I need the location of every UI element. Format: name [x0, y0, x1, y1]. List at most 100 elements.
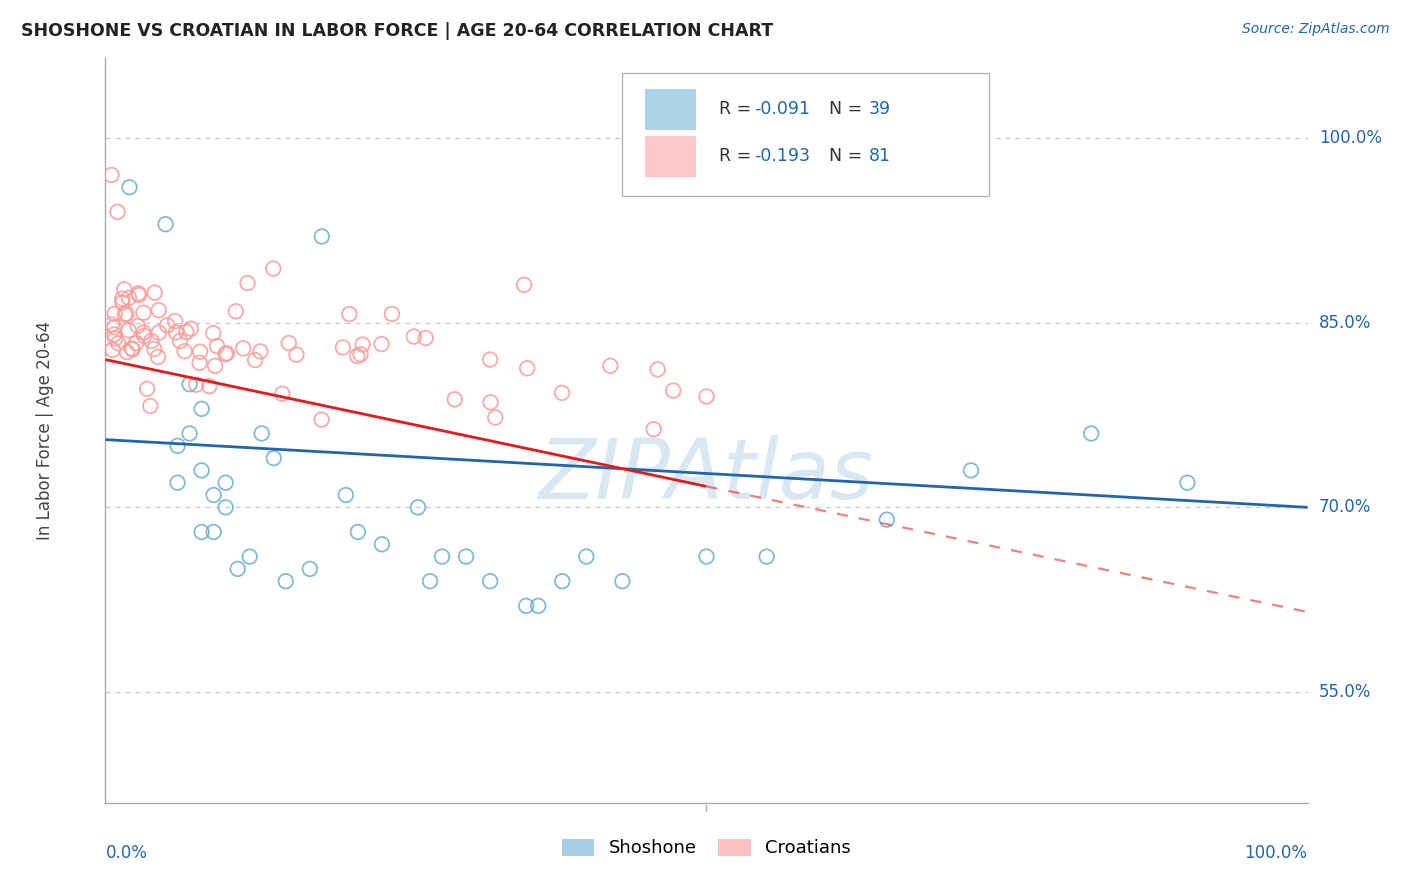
Point [107, 336, 129, 351]
Point [114, 308, 136, 322]
Point [454, 549, 477, 564]
Point [443, 392, 465, 407]
Point [121, 343, 143, 357]
FancyBboxPatch shape [623, 73, 988, 195]
Point [551, 385, 574, 400]
Point [960, 463, 983, 477]
Point [381, 307, 404, 321]
Point [104, 307, 127, 321]
Point [337, 307, 360, 321]
Point [101, 318, 124, 332]
Point [612, 574, 634, 589]
Point [599, 359, 621, 373]
Point [214, 347, 236, 361]
Point [205, 339, 228, 353]
Point [430, 549, 453, 564]
Point [696, 390, 718, 404]
Point [165, 314, 187, 328]
Point [111, 295, 134, 310]
Point [249, 344, 271, 359]
Point [349, 347, 371, 361]
Point [1175, 475, 1198, 490]
Point [647, 362, 669, 376]
Point [214, 500, 236, 515]
Point [132, 306, 155, 320]
Point [103, 320, 125, 334]
Point [263, 451, 285, 466]
Point [188, 356, 211, 370]
Point [118, 291, 141, 305]
Point [250, 426, 273, 441]
Point [143, 342, 166, 356]
Text: R =: R = [718, 101, 756, 119]
Point [515, 599, 537, 613]
Point [156, 318, 179, 333]
Point [262, 261, 284, 276]
Point [127, 319, 149, 334]
Point [527, 599, 550, 613]
Point [107, 205, 129, 219]
Point [516, 361, 538, 376]
Legend: Shoshone, Croatians: Shoshone, Croatians [554, 831, 859, 864]
Text: -0.193: -0.193 [755, 147, 811, 165]
Text: SHOSHONE VS CROATIAN IN LABOR FORCE | AGE 20-64 CORRELATION CHART: SHOSHONE VS CROATIAN IN LABOR FORCE | AG… [21, 22, 773, 40]
Text: -0.091: -0.091 [755, 101, 811, 119]
Point [190, 401, 212, 416]
Point [148, 326, 170, 340]
Point [406, 500, 429, 515]
Point [165, 326, 187, 340]
Point [112, 282, 135, 296]
Point [239, 549, 262, 564]
Point [190, 524, 212, 539]
Point [202, 326, 225, 340]
Point [551, 574, 574, 589]
Point [166, 439, 188, 453]
Point [876, 513, 898, 527]
Point [346, 349, 368, 363]
Text: 39: 39 [869, 101, 891, 119]
Point [117, 323, 139, 337]
Point [202, 488, 225, 502]
Point [479, 395, 502, 409]
Point [115, 345, 138, 359]
Text: N =: N = [830, 101, 868, 119]
Point [155, 217, 177, 231]
Text: 85.0%: 85.0% [1319, 314, 1371, 332]
Point [575, 549, 598, 564]
Point [179, 377, 201, 392]
Bar [645, 89, 696, 130]
Point [166, 475, 188, 490]
Point [479, 574, 502, 589]
Point [104, 332, 127, 346]
Point [243, 353, 266, 368]
Point [513, 277, 536, 292]
Point [332, 340, 354, 354]
Point [643, 422, 665, 436]
Text: ZIPAtlas: ZIPAtlas [538, 434, 875, 516]
Point [479, 352, 502, 367]
Point [225, 304, 247, 318]
Point [125, 336, 148, 351]
Point [127, 286, 149, 301]
Text: 55.0%: 55.0% [1319, 683, 1371, 701]
Point [186, 377, 208, 392]
Point [370, 337, 392, 351]
Point [484, 410, 506, 425]
Point [755, 549, 778, 564]
Point [415, 331, 437, 345]
Point [103, 327, 125, 342]
Point [111, 292, 134, 306]
Point [101, 343, 124, 357]
Point [214, 475, 236, 490]
Point [176, 325, 198, 339]
Point [1080, 426, 1102, 441]
Point [236, 276, 259, 290]
Point [118, 180, 141, 194]
Text: 100.0%: 100.0% [1244, 844, 1308, 862]
Point [311, 412, 333, 426]
Point [169, 334, 191, 348]
Point [128, 288, 150, 302]
Text: 0.0%: 0.0% [105, 844, 148, 862]
Point [188, 344, 211, 359]
Point [226, 562, 249, 576]
